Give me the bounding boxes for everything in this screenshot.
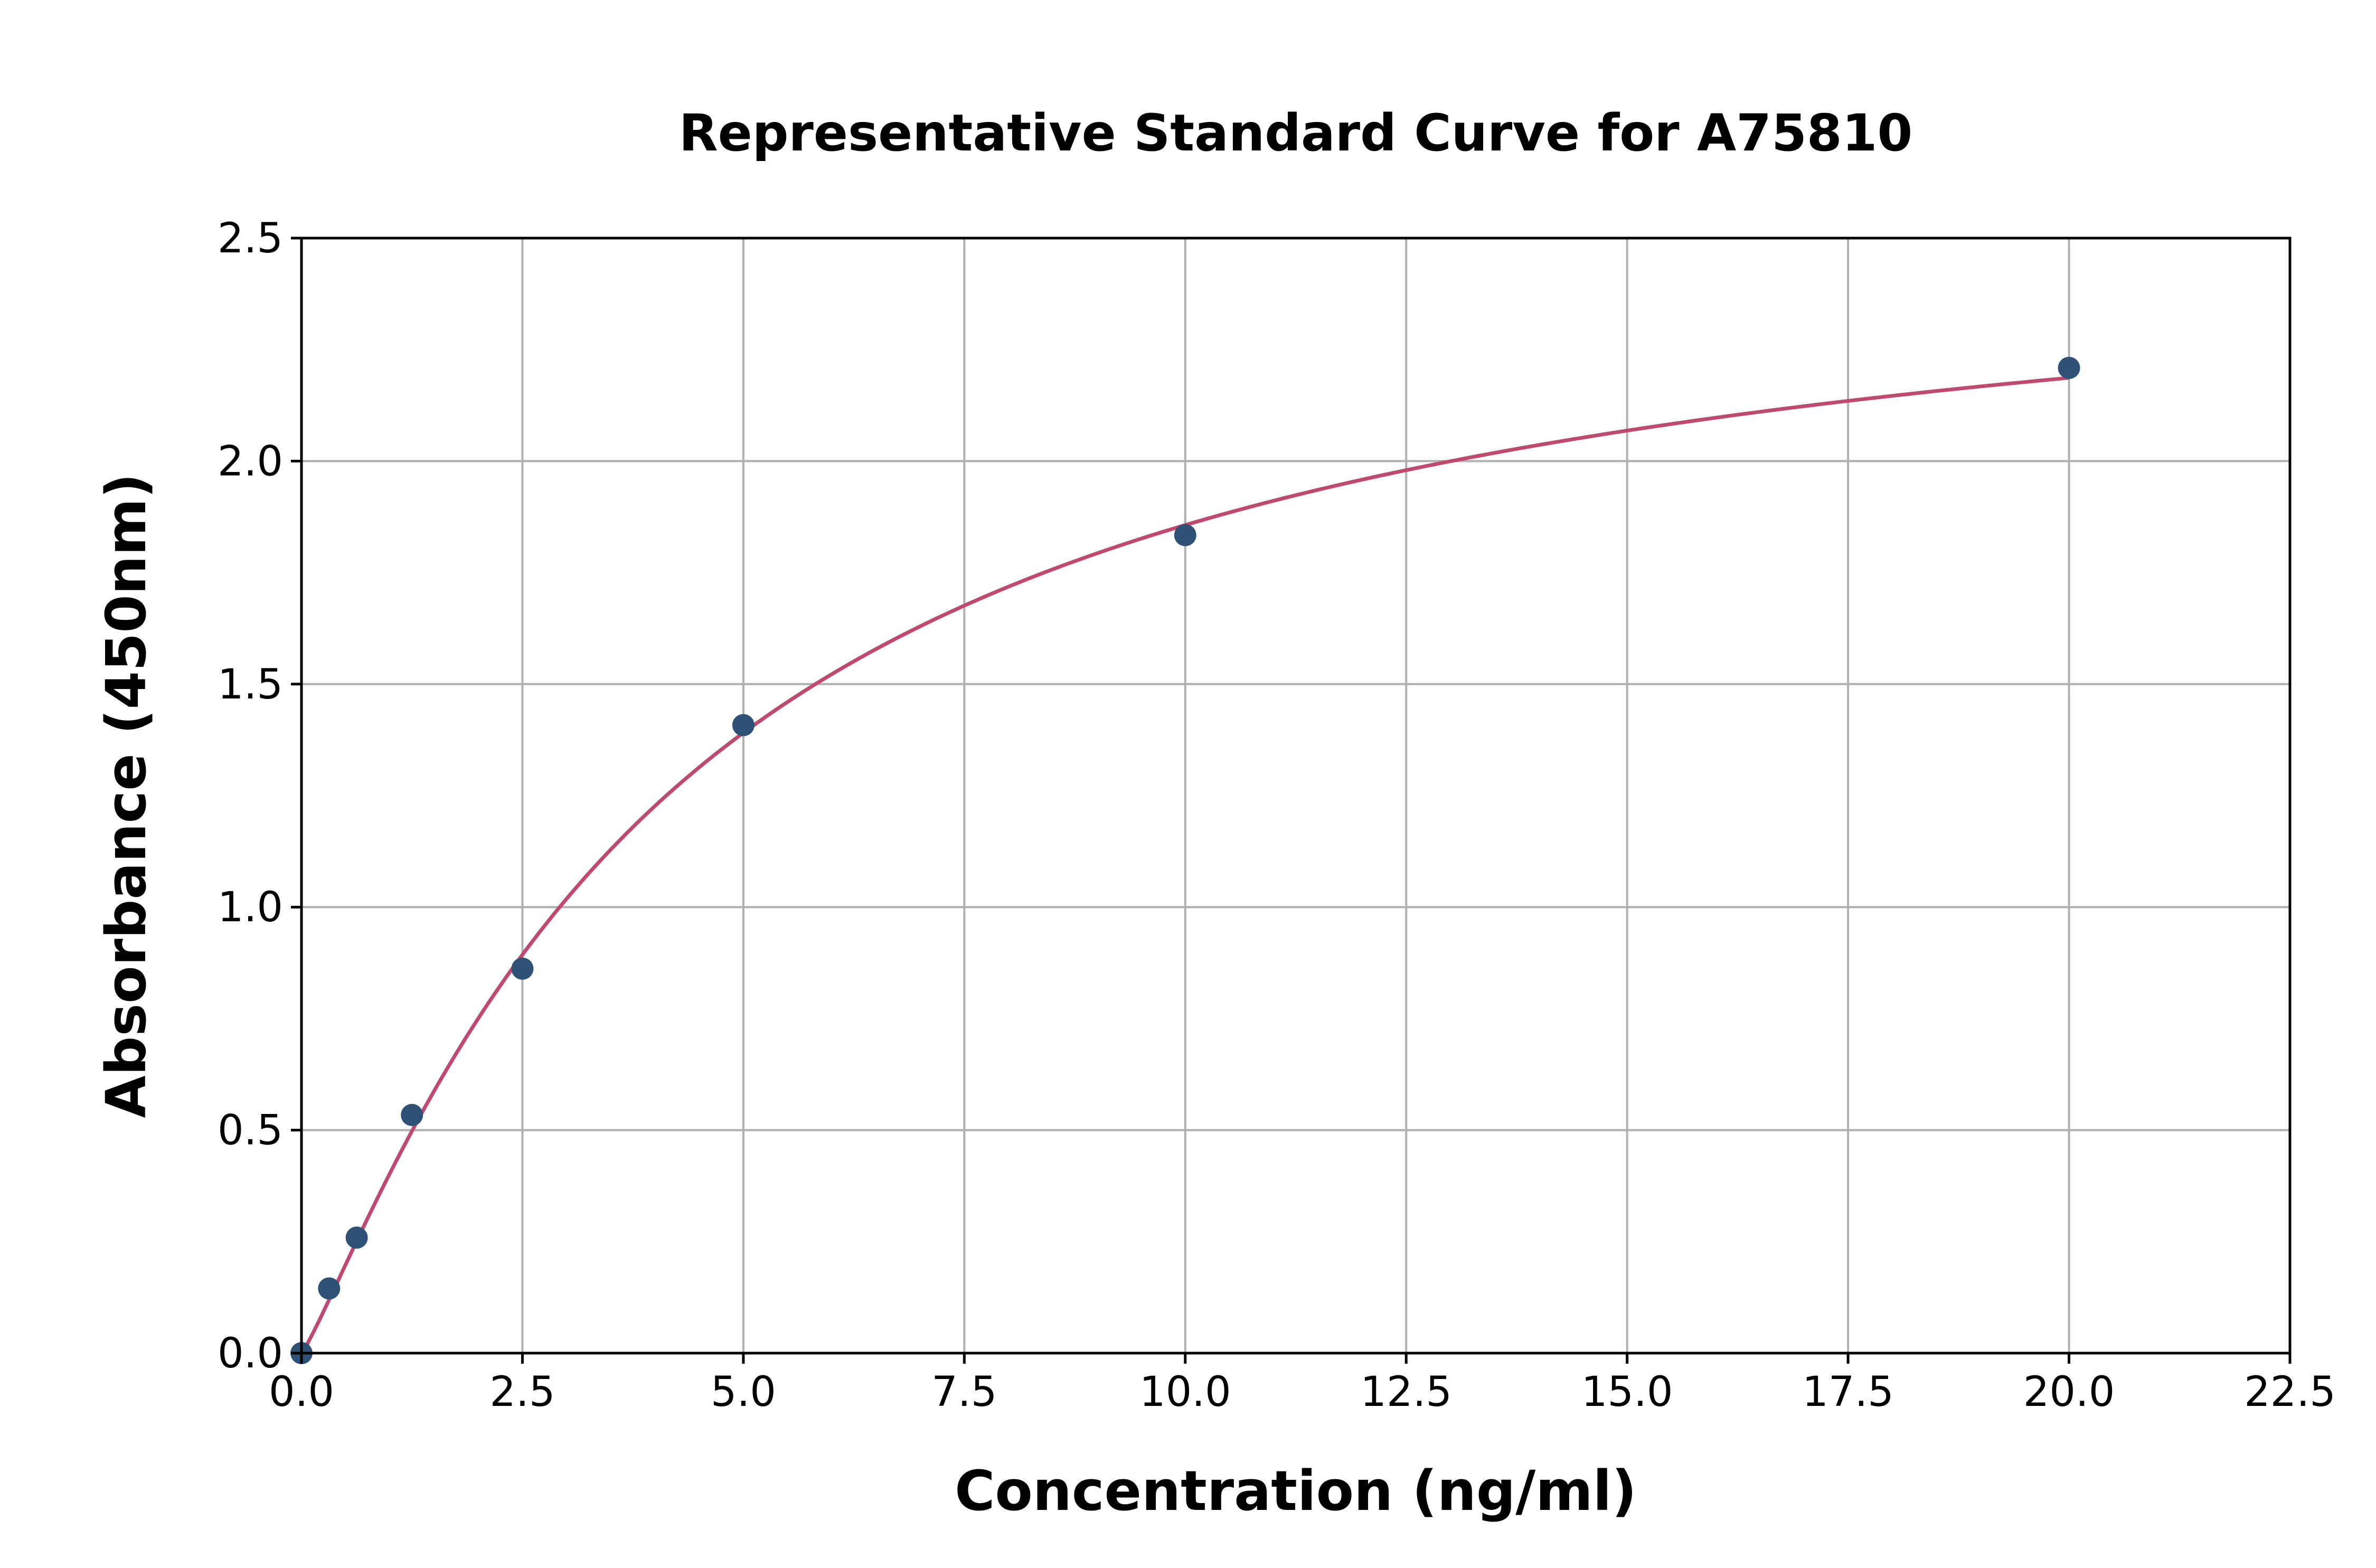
x-tick-label: 10.0 (1139, 1368, 1231, 1416)
grid (300, 237, 2291, 1354)
plot-frame (300, 237, 2292, 1355)
y-axis-label: Absorbance (450nm) (94, 473, 158, 1118)
data-point (2058, 356, 2080, 379)
data-point (511, 957, 534, 980)
y-tick-label: 2.5 (218, 215, 283, 262)
x-tick-label: 5.0 (711, 1368, 776, 1416)
data-point (1174, 524, 1196, 546)
chart-title: Representative Standard Curve for A75810 (679, 103, 1913, 163)
y-tick-label: 1.5 (218, 661, 283, 709)
data-points (290, 356, 2080, 1364)
x-tick-label: 12.5 (1360, 1368, 1452, 1416)
y-tick-label: 0.5 (218, 1107, 283, 1155)
data-point (318, 1277, 341, 1300)
x-tick-label: 0.0 (269, 1368, 334, 1416)
y-tick-label: 2.0 (218, 438, 283, 485)
data-point (345, 1226, 368, 1249)
x-tick-label: 2.5 (489, 1368, 555, 1416)
x-tick-label: 17.5 (1802, 1368, 1894, 1416)
x-tick-label: 15.0 (1581, 1368, 1673, 1416)
x-axis: 0.0 2.5 5.0 7.5 10.0 12.5 15.0 17.5 20.0 22.5 (269, 1353, 2336, 1416)
data-point (401, 1103, 423, 1126)
x-tick-label: 20.0 (2023, 1368, 2115, 1416)
y-tick-label: 0.0 (218, 1330, 283, 1377)
y-axis: 0.0 0.5 1.0 1.5 2.0 2.5 (218, 215, 301, 1377)
x-axis-label: Concentration (ng/ml) (955, 1459, 1637, 1523)
x-tick-label: 7.5 (931, 1368, 997, 1416)
x-tick-label: 22.5 (2244, 1368, 2336, 1416)
y-tick-label: 1.0 (218, 884, 283, 931)
data-point (732, 714, 755, 736)
